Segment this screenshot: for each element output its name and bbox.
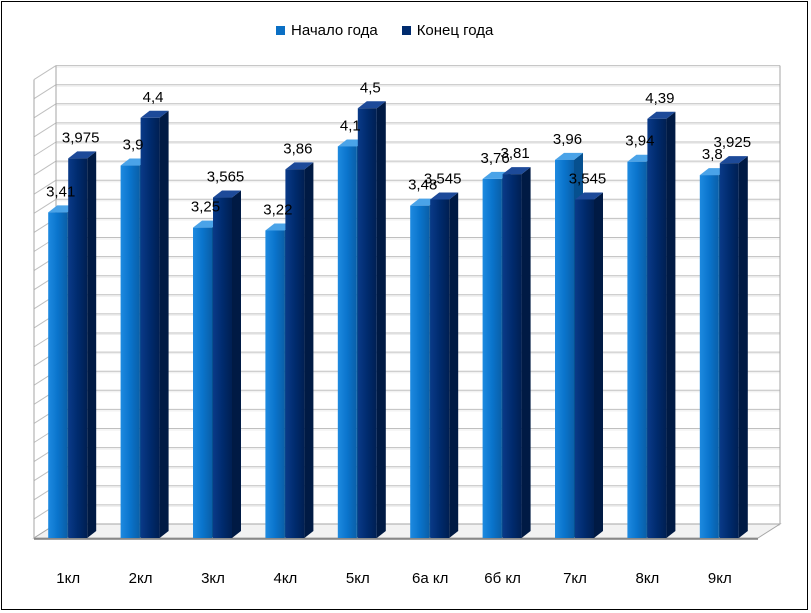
data-label-start-7: 3,96 (553, 131, 582, 148)
x-tick-label: 2кл (129, 570, 153, 587)
bar-end-2 (213, 190, 241, 539)
data-label-end-6: 3,81 (500, 145, 529, 162)
legend-swatch-end (401, 26, 411, 35)
data-label-start-6: 3,76 (480, 150, 509, 167)
data-label-end-1: 4,4 (143, 89, 164, 106)
data-label-end-2: 3,565 (207, 169, 245, 186)
x-tick-label: 8кл (635, 570, 659, 587)
legend-label-end: Конец года (416, 22, 494, 39)
data-label-start-2: 3,25 (191, 199, 220, 216)
x-tick-label: 5кл (346, 570, 370, 587)
legend-item-start: Начало года (276, 22, 378, 39)
data-label-start-0: 3,41 (46, 183, 75, 200)
data-label-start-4: 4,1 (340, 117, 361, 134)
data-label-end-5: 3,545 (424, 170, 462, 187)
bar-end-0 (68, 151, 97, 538)
data-label-start-9: 3,8 (702, 146, 723, 163)
data-label-end-9: 3,925 (714, 134, 752, 151)
bars (48, 101, 748, 539)
data-label-end-8: 4,39 (645, 90, 674, 107)
x-tick-label: 4кл (273, 570, 297, 587)
x-tick-label: 6б кл (484, 570, 521, 587)
data-label-start-3: 3,22 (263, 201, 292, 218)
data-label-end-3: 3,86 (283, 140, 312, 157)
x-axis-ticks: 1кл 2кл 3кл 4кл 5кл 6а кл 6б кл 7кл 8кл 9кл (56, 570, 731, 587)
data-label-start-5: 3,48 (408, 177, 437, 194)
data-label-end-7: 3,545 (569, 170, 607, 187)
bar-end-9 (719, 156, 748, 538)
legend-item-end: Конец года (401, 22, 494, 39)
x-tick-label: 7кл (563, 570, 587, 587)
x-tick-label: 6а кл (412, 570, 448, 587)
data-label-start-1: 3,9 (123, 137, 144, 154)
x-tick-label: 9кл (708, 570, 732, 587)
data-label-start-8: 3,94 (625, 133, 654, 150)
data-label-end-0: 3,975 (62, 129, 100, 146)
data-labels: 3,41 3,975 3,9 4,4 3,25 3,565 3,22 3,86 4,1 4,5 3,… (46, 79, 751, 218)
legend: Начало года Конец года (276, 22, 493, 39)
bar-end-8 (647, 111, 676, 538)
bar-end-6 (502, 167, 531, 538)
bar-end-3 (285, 162, 314, 538)
legend-label-start: Начало года (291, 22, 378, 39)
x-tick-label: 1кл (56, 570, 80, 587)
data-label-end-4: 4,5 (360, 79, 381, 96)
bar-end-1 (140, 110, 169, 539)
x-tick-label: 3кл (201, 570, 225, 587)
gridline (33, 84, 780, 100)
gridline (33, 65, 780, 81)
bar-end-7 (575, 192, 603, 538)
bar-end-5 (430, 192, 459, 538)
legend-swatch-start (276, 26, 285, 35)
gridline (33, 103, 780, 119)
bar-end-4 (357, 101, 386, 538)
